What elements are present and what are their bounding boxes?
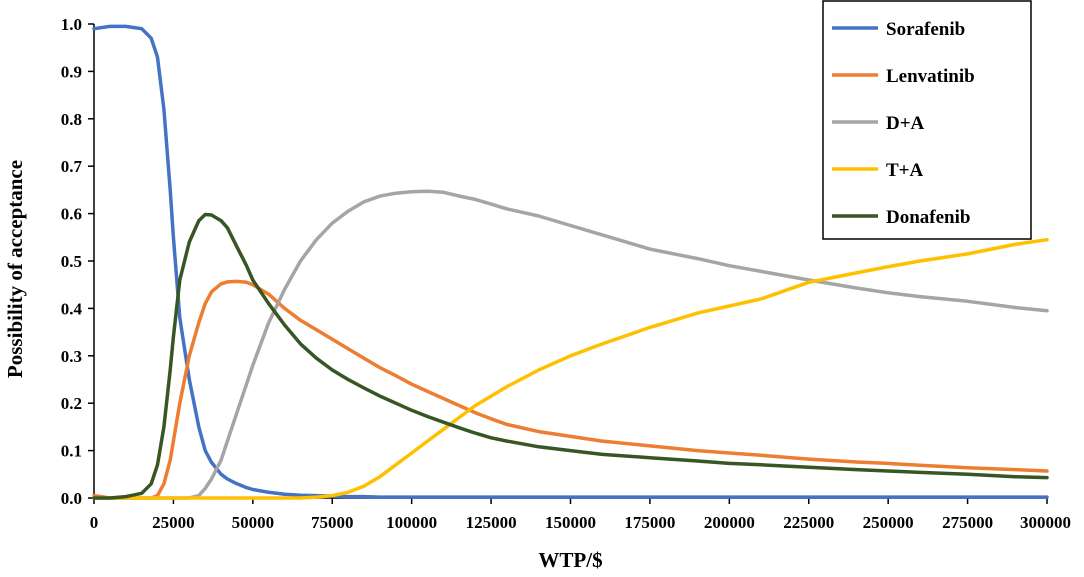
x-tick-label: 75000	[311, 513, 354, 532]
x-tick-label: 225000	[783, 513, 834, 532]
y-tick-label: 0.2	[61, 394, 82, 413]
x-tick-label: 300000	[1020, 513, 1071, 532]
x-tick-label: 275000	[942, 513, 993, 532]
x-axis-title: WTP/$	[538, 548, 602, 572]
y-tick-label: 0.4	[61, 299, 83, 318]
legend-label: T+A	[886, 160, 923, 181]
y-ticks: 0.0 0.1 0.2 0.3 0.4 0.5 0.6 0.7 0.8 0.9 1.0	[61, 15, 94, 508]
x-tick-label: 200000	[704, 513, 755, 532]
legend-box	[822, 0, 1032, 240]
series-lines	[92, 24, 1049, 500]
y-tick-label: 0.1	[61, 442, 82, 461]
y-tick-label: 0.5	[61, 252, 82, 271]
x-tick-label: 0	[90, 513, 99, 532]
legend-label: Sorafenib	[886, 19, 965, 40]
y-tick-label: 0.3	[61, 347, 82, 366]
x-ticks: 0 25000 50000 75000 100000 125000 150000 175000…	[90, 498, 1071, 532]
legend-label: Donafenib	[886, 207, 970, 228]
series-line-sorafenib	[92, 24, 1049, 499]
x-tick-label: 175000	[624, 513, 675, 532]
legend-label: D+A	[886, 113, 925, 134]
x-tick-label: 100000	[386, 513, 437, 532]
x-tick-label: 250000	[863, 513, 914, 532]
legend: Sorafenib Lenvatinib D+A T+A Donafenib	[822, 0, 1032, 240]
x-tick-label: 50000	[232, 513, 275, 532]
x-tick-label: 125000	[466, 513, 517, 532]
y-tick-label: 0.0	[61, 489, 82, 508]
x-tick-label: 25000	[152, 513, 195, 532]
x-tick-label: 150000	[545, 513, 596, 532]
y-tick-label: 0.7	[61, 157, 83, 176]
series-line-donafenib	[92, 212, 1049, 500]
y-axis-title: Possibility of acceptance	[3, 160, 27, 378]
y-tick-label: 0.6	[61, 205, 82, 224]
legend-label: Lenvatinib	[886, 66, 975, 87]
series-line-t-a	[92, 237, 1049, 500]
y-tick-label: 1.0	[61, 15, 82, 34]
y-tick-label: 0.9	[61, 62, 82, 81]
series-line-lenvatinib	[92, 279, 1049, 500]
y-tick-label: 0.8	[61, 110, 82, 129]
